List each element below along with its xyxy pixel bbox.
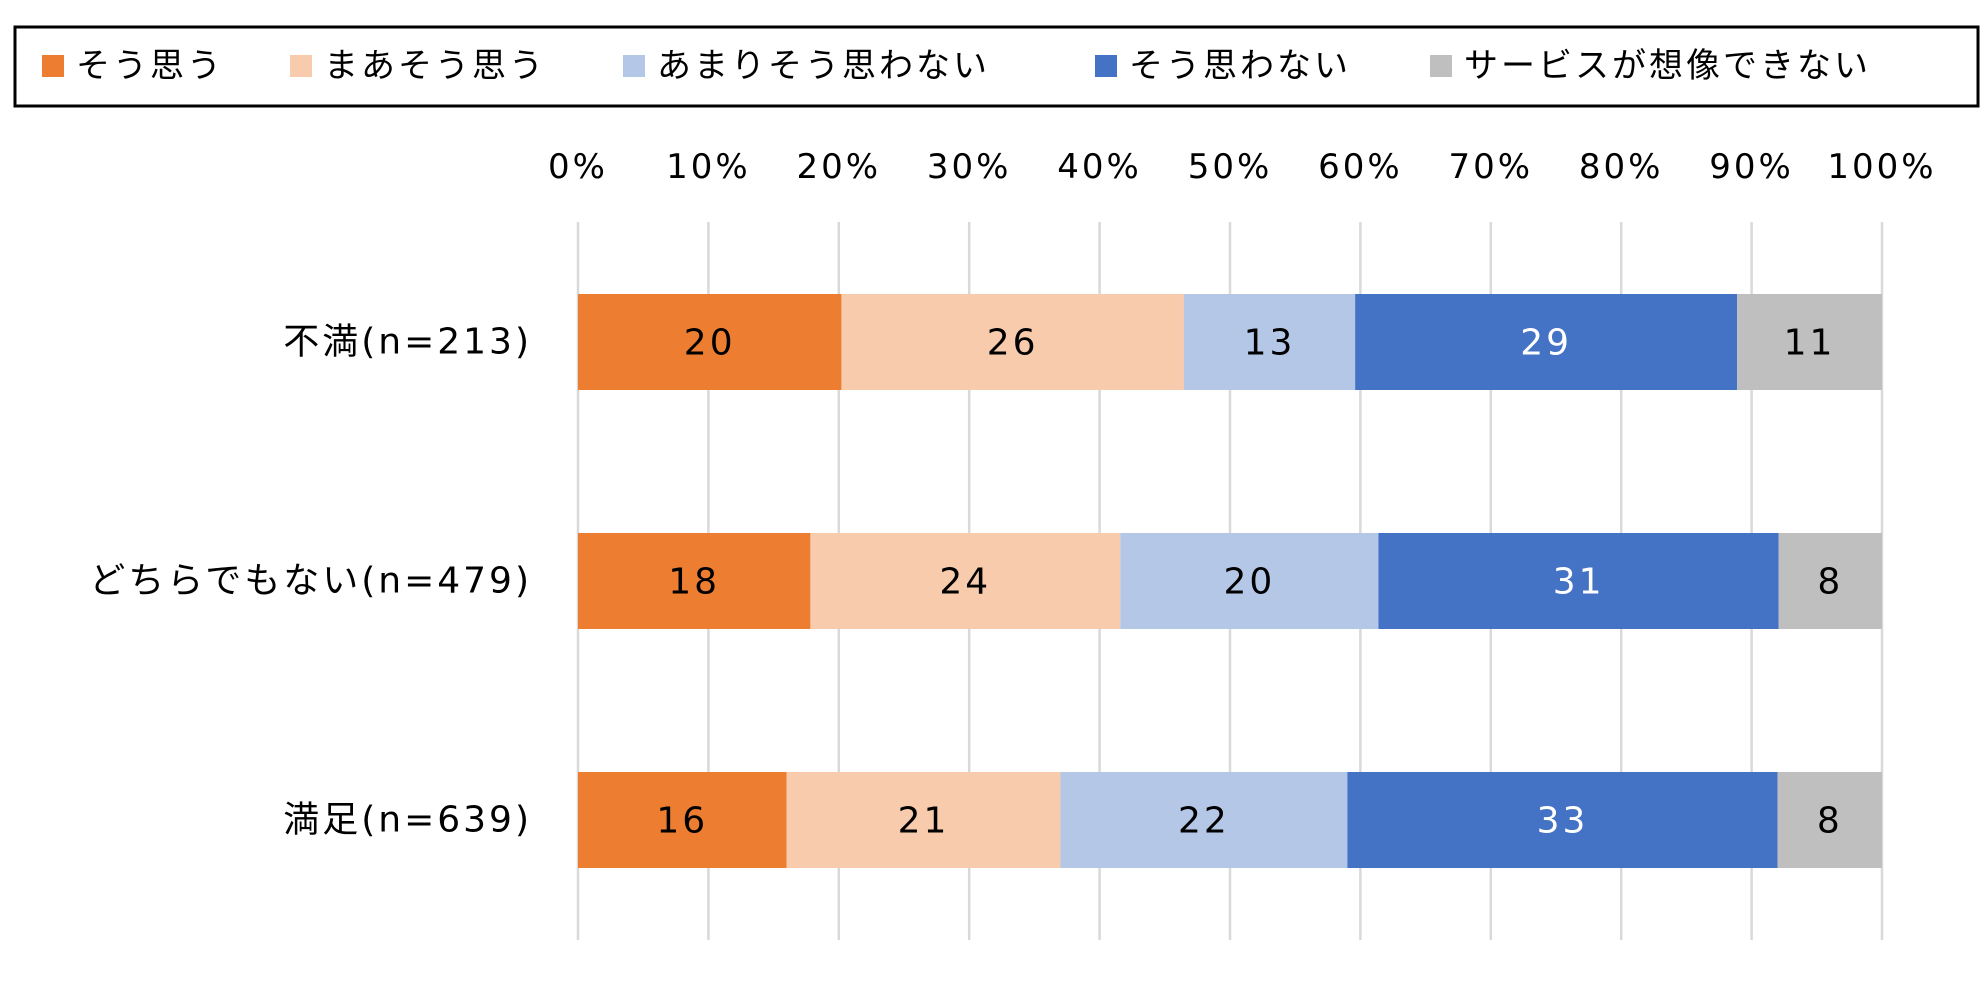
- x-tick-label-9: 90%: [1709, 147, 1794, 187]
- x-tick-label-4: 40%: [1057, 147, 1142, 187]
- bar-segment-1-2: [841, 294, 1184, 390]
- x-tick-label-8: 80%: [1579, 147, 1664, 187]
- x-axis-ticks: 0% 10% 20% 30% 40% 50% 60% 70% 80% 90% 100%: [548, 147, 1936, 187]
- legend-swatch-4: [1095, 55, 1117, 77]
- legend-label-4: そう思わない: [1129, 46, 1351, 86]
- legend-label-3: あまりそう思わない: [657, 46, 990, 86]
- x-tick-label-10: 100%: [1827, 147, 1936, 187]
- x-tick-label-0: 0%: [548, 147, 608, 187]
- x-tick-label-7: 70%: [1449, 147, 1534, 187]
- x-tick-label-5: 50%: [1188, 147, 1273, 187]
- bar-segment-3-1: [578, 772, 787, 868]
- data-label-2-5: 8: [1817, 562, 1843, 603]
- bar-segment-3-4: [1347, 772, 1778, 868]
- x-tick-label-2: 20%: [797, 147, 882, 187]
- data-label-1-3: 13: [1244, 323, 1296, 364]
- data-label-2-1: 18: [668, 562, 720, 603]
- legend-box: [13, 25, 1980, 108]
- legend-label-1: そう思う: [76, 46, 224, 86]
- bar-segment-2-2: [810, 533, 1121, 629]
- bar-segment-2-3: [1120, 533, 1379, 629]
- data-label-3-5: 8: [1817, 801, 1843, 842]
- legend-swatch-5: [1430, 55, 1452, 77]
- legend-label-2: まあそう思う: [324, 46, 546, 86]
- x-tick-label-1: 10%: [666, 147, 751, 187]
- bar-segment-1-5: [1737, 294, 1882, 390]
- category-labels: 不満(n=213) どちらでもない(n=479) 満足(n=639): [89, 322, 532, 841]
- bar-segment-1-3: [1183, 294, 1356, 390]
- bar-segment-1-1: [578, 294, 842, 390]
- bars: 20 26 13 29 11 18 24 20 31 8 16 21 22 33 8: [578, 294, 1882, 868]
- x-tick-label-6: 60%: [1318, 147, 1403, 187]
- data-label-3-1: 16: [656, 801, 708, 842]
- data-label-1-5: 11: [1784, 323, 1836, 364]
- data-label-1-4: 29: [1520, 323, 1572, 364]
- legend-swatch-3: [623, 55, 645, 77]
- data-label-2-2: 24: [939, 562, 991, 603]
- data-label-3-4: 33: [1537, 801, 1589, 842]
- legend-swatch-2: [290, 55, 312, 77]
- data-label-1-1: 20: [684, 323, 736, 364]
- legend-swatch-1: [42, 55, 64, 77]
- legend-label-5: サービスが想像できない: [1464, 46, 1871, 86]
- data-label-3-3: 22: [1178, 801, 1230, 842]
- bar-segment-2-5: [1778, 533, 1882, 629]
- bar-segment-2-1: [578, 533, 811, 629]
- data-label-3-2: 21: [898, 801, 950, 842]
- bar-segment-2-4: [1378, 533, 1779, 629]
- bar-segment-1-4: [1355, 294, 1738, 390]
- category-label-1: 不満(n=213): [283, 322, 532, 363]
- bar-segment-3-5: [1777, 772, 1882, 868]
- data-label-2-4: 31: [1553, 562, 1605, 603]
- legend: そう思う まあそう思う あまりそう思わない そう思わない サービスが想像できない: [13, 25, 1980, 108]
- bar-segment-3-2: [786, 772, 1061, 868]
- bar-segment-3-3: [1060, 772, 1348, 868]
- category-label-2: どちらでもない(n=479): [89, 561, 532, 602]
- x-tick-label-3: 30%: [927, 147, 1012, 187]
- data-label-1-2: 26: [987, 323, 1039, 364]
- category-label-3: 満足(n=639): [283, 800, 532, 841]
- data-label-2-3: 20: [1223, 562, 1275, 603]
